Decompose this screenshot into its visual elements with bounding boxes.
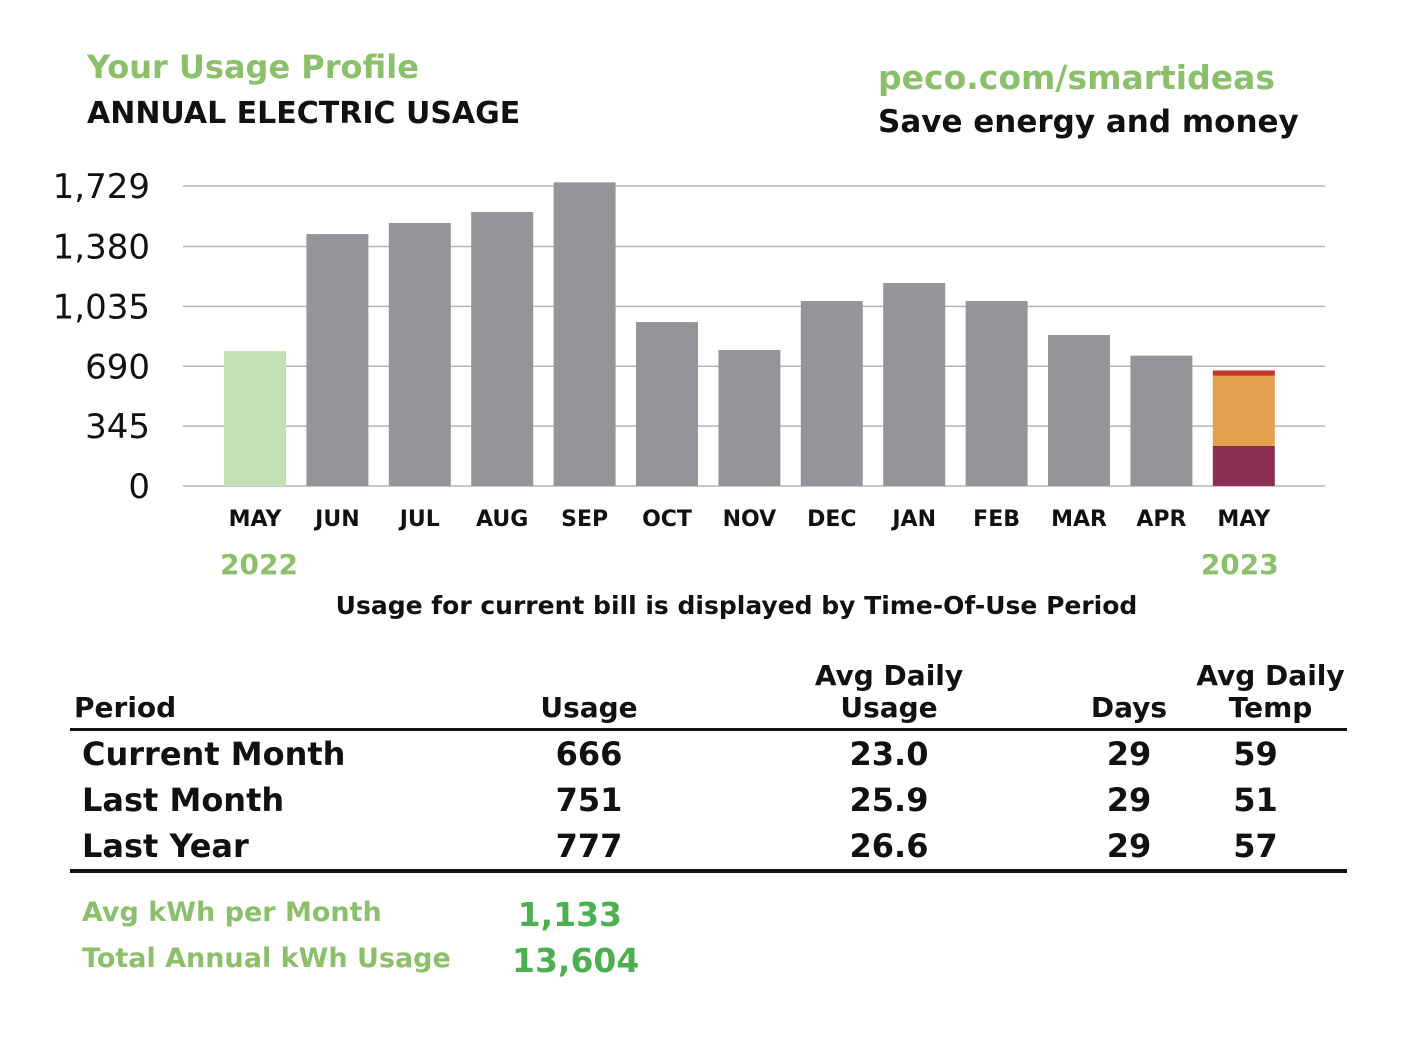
bar-jan	[883, 282, 946, 486]
x-tick-label: MAY	[229, 507, 283, 532]
year-label-start: 2022	[220, 548, 298, 581]
table-row: Last Month 751 25.9 29 51	[70, 777, 1347, 823]
year-label-end: 2023	[1201, 548, 1279, 581]
bar-oct	[636, 322, 698, 486]
bar-aug	[471, 212, 534, 486]
y-tick-label: 690	[85, 347, 150, 387]
x-tick-label: NOV	[723, 507, 777, 532]
bar-nov	[718, 349, 781, 486]
cell-usage: 777	[464, 823, 714, 873]
x-tick-label: MAR	[1051, 507, 1107, 532]
bar-dec	[800, 301, 863, 486]
x-tick-label: JAN	[890, 507, 936, 532]
chart-title: ANNUAL ELECTRIC USAGE	[87, 96, 521, 131]
cell-usage: 751	[555, 781, 623, 819]
y-tick-label: 345	[85, 407, 150, 447]
x-tick-label: SEP	[561, 507, 608, 532]
cell-period: Last Month	[82, 781, 285, 819]
header-usage: Usage	[464, 660, 714, 731]
x-tick-label: APR	[1136, 507, 1186, 532]
x-tick-label: MAY	[1217, 507, 1271, 532]
cell-temp: 57	[1194, 823, 1347, 873]
header-text: Avg Daily	[1196, 659, 1345, 692]
y-tick-label: 1,035	[53, 287, 150, 327]
usage-bar-chart: 0 345 690 1,035 1,380 1,729 MAY JUN JUL AUG SEP OCT…	[53, 167, 1325, 581]
cell-days: 29	[1064, 823, 1194, 873]
tagline: Save energy and money	[878, 104, 1299, 140]
header-avg-daily-usage: Avg Daily Usage	[714, 659, 1064, 731]
bar-sep	[553, 182, 616, 487]
bar-segment-tou-1	[1212, 375, 1275, 446]
header-period: Period	[70, 660, 464, 731]
header-avg-daily-temp: Avg Daily Temp	[1194, 659, 1347, 731]
section-title: Your Usage Profile	[87, 48, 419, 86]
avg-kwh-value: 1,133	[517, 895, 622, 934]
table-row: Last Year 777 26.6 29 57	[70, 823, 1347, 873]
header-text: Temp	[1228, 691, 1313, 724]
cell-temp: 59	[1233, 735, 1278, 773]
cell-avg: 23.0	[849, 735, 929, 773]
cell-period: Last Year	[70, 823, 464, 873]
table-header-row: Period Usage Avg Daily Usage Days Avg Dai…	[70, 659, 1347, 731]
bar-feb	[965, 301, 1028, 486]
x-tick-label: JUL	[398, 507, 440, 532]
total-kwh-label: Total Annual kWh Usage	[82, 943, 451, 974]
cell-days: 29	[1106, 735, 1152, 773]
header-text: Avg Daily	[814, 659, 964, 692]
bar-jul	[388, 222, 451, 487]
cell-avg: 25.9	[849, 781, 929, 819]
y-tick-label: 1,729	[53, 167, 150, 207]
x-tick-label: OCT	[642, 507, 692, 532]
total-kwh-value: 13,604	[512, 941, 640, 980]
header-text: Usage	[840, 691, 938, 724]
cell-avg: 26.6	[714, 823, 1064, 873]
x-tick-label: AUG	[476, 507, 528, 532]
bar-segment-tou-0	[1212, 445, 1275, 486]
table-row: Current Month 666 23.0 29 59	[70, 730, 1347, 778]
y-tick-label: 0	[128, 467, 150, 507]
bar-mar	[1048, 335, 1110, 486]
cell-usage: 666	[555, 735, 623, 773]
bar-jun	[306, 234, 369, 486]
cell-period: Current Month	[82, 735, 346, 773]
bar-apr	[1130, 355, 1193, 486]
x-tick-label: DEC	[807, 507, 856, 532]
y-tick-label: 1,380	[53, 228, 150, 268]
website-link[interactable]: peco.com/smartideas	[878, 58, 1276, 97]
x-tick-label: FEB	[973, 507, 1020, 532]
avg-kwh-label: Avg kWh per Month	[82, 897, 382, 928]
cell-days: 29	[1106, 781, 1152, 819]
bar-segment-tou-2	[1212, 370, 1275, 376]
chart-note: Usage for current bill is displayed by T…	[335, 591, 1138, 620]
usage-table: Period Usage Avg Daily Usage Days Avg Dai…	[70, 660, 1347, 873]
bar-may	[224, 351, 286, 486]
cell-temp: 51	[1233, 781, 1278, 819]
x-tick-label: JUN	[313, 507, 359, 532]
header-days: Days	[1064, 660, 1194, 731]
